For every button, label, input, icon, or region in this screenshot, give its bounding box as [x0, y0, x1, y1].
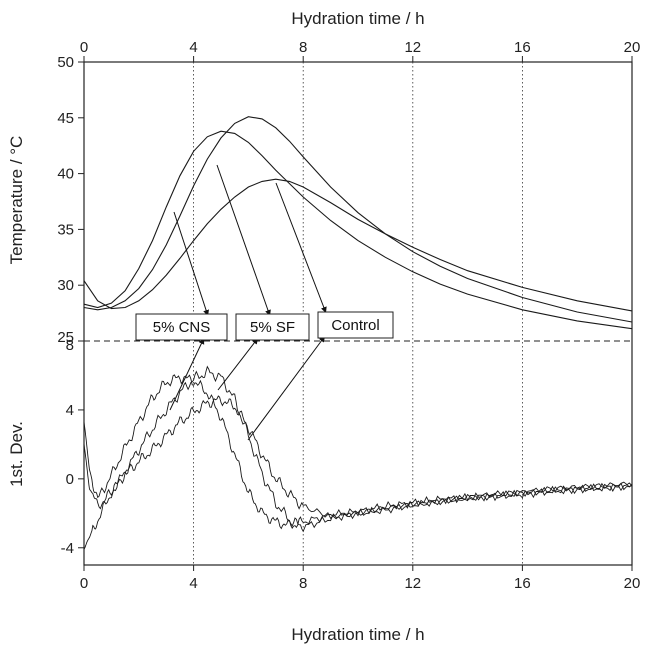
temperature-curve-control [83, 178, 633, 312]
plot-frame [83, 61, 633, 566]
top-x-tick-label: 8 [299, 39, 307, 56]
lower-y-tick-label: 4 [66, 402, 74, 419]
bottom-x-tick-label: 4 [189, 575, 197, 592]
upper-y-tick-label: 40 [57, 166, 74, 183]
temperature-curve-5-cns [83, 130, 633, 330]
bottom-x-axis-title: Hydration time / h [291, 625, 424, 644]
upper-y-tick-label: 35 [57, 221, 74, 238]
annotation-label: Control [331, 317, 379, 334]
annotation-arrow [275, 182, 327, 314]
annotation-label: 5% SF [250, 319, 295, 336]
lower-y-tick-label: -4 [61, 540, 74, 557]
annotation-label: 5% CNS [153, 319, 211, 336]
annotation-box [235, 313, 310, 341]
temperature-curve-5-sf [83, 116, 633, 323]
top-x-tick-label: 12 [404, 39, 421, 56]
upper-y-axis-title: Temperature / °C [7, 136, 26, 265]
annotation-arrow [216, 164, 271, 317]
derivative-curve-5-sf [83, 365, 633, 533]
bottom-x-tick-label: 16 [514, 575, 531, 592]
annotation-box [135, 313, 228, 341]
derivative-curve-control [83, 395, 633, 550]
lower-y-axis-title: 1st. Dev. [7, 421, 26, 487]
annotation-arrow [217, 337, 259, 391]
lower-y-tick-label: 8 [66, 337, 74, 354]
derivative-curve-5-cns [83, 374, 633, 530]
bottom-x-tick-label: 12 [404, 575, 421, 592]
upper-y-tick-label: 30 [57, 277, 74, 294]
top-x-axis-title: Hydration time / h [291, 9, 424, 28]
top-x-tick-label: 4 [189, 39, 197, 56]
upper-y-tick-label: 50 [57, 54, 74, 71]
upper-y-tick-label: 45 [57, 110, 74, 127]
upper-y-tick-label: 25 [57, 329, 74, 346]
top-x-tick-label: 20 [624, 39, 641, 56]
annotation-arrow [169, 337, 205, 411]
top-x-tick-label: 0 [80, 39, 88, 56]
lower-y-tick-label: 0 [66, 471, 74, 488]
top-x-tick-label: 16 [514, 39, 531, 56]
bottom-x-tick-label: 8 [299, 575, 307, 592]
annotation-box [317, 311, 394, 339]
bottom-x-tick-label: 0 [80, 575, 88, 592]
annotation-arrow [173, 211, 209, 317]
annotation-arrow [247, 335, 326, 441]
bottom-x-tick-label: 20 [624, 575, 641, 592]
